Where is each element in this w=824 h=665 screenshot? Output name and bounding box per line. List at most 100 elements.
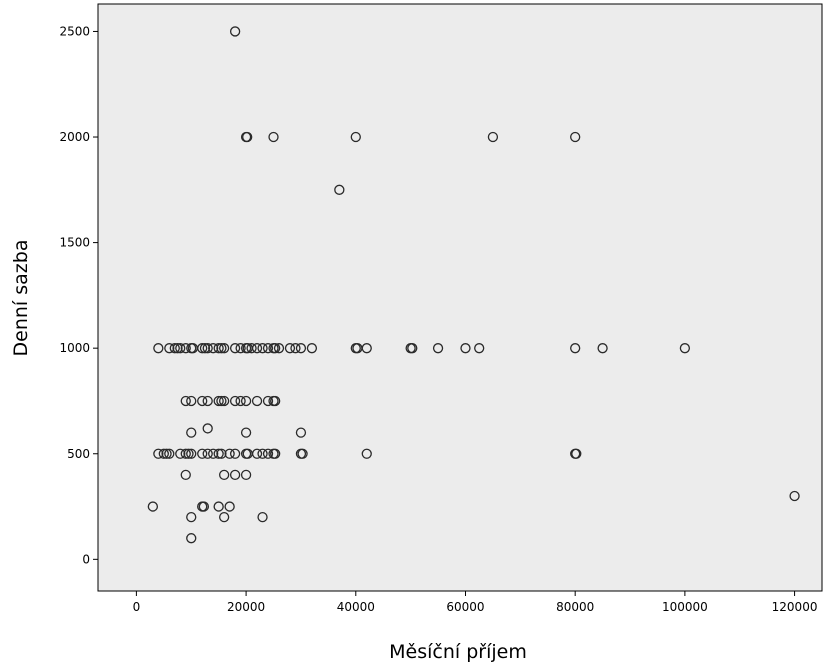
- data-point: [789, 490, 800, 502]
- data-point: [246, 343, 257, 354]
- data-point: [175, 448, 186, 459]
- y-axis-ticks: 0 500 1000 1500 2000 2500: [59, 24, 98, 566]
- data-point: [487, 131, 499, 143]
- data-point: [257, 448, 268, 459]
- y-tick-label: 2500: [59, 24, 90, 38]
- data-point: [180, 395, 191, 407]
- data-point: [213, 343, 224, 354]
- data-point: [571, 448, 582, 459]
- data-point: [224, 448, 235, 459]
- x-tick-label: 80000: [556, 600, 594, 614]
- data-point: [202, 423, 213, 434]
- y-tick-label: 2000: [59, 130, 90, 144]
- data-point: [202, 395, 213, 407]
- data-point: [297, 448, 308, 459]
- x-tick-label: 120000: [772, 600, 818, 614]
- y-tick-label: 1500: [59, 236, 90, 250]
- data-point: [284, 343, 296, 354]
- data-point: [229, 343, 241, 354]
- data-point: [432, 343, 444, 354]
- data-point: [180, 469, 191, 481]
- data-point: [295, 427, 307, 438]
- x-tick-label: 0: [133, 600, 141, 614]
- data-point: [251, 343, 263, 354]
- data-point: [262, 395, 274, 407]
- data-point: [197, 343, 208, 354]
- data-point: [186, 395, 197, 407]
- x-axis-ticks: 0 20000 40000 60000 80000 100000 120000: [133, 591, 818, 614]
- data-point: [229, 448, 241, 459]
- x-tick-label: 60000: [446, 600, 484, 614]
- data-point: [219, 511, 230, 523]
- x-tick-label: 40000: [337, 600, 375, 614]
- data-point: [180, 343, 191, 354]
- y-tick-label: 500: [67, 447, 90, 461]
- data-point: [197, 395, 208, 407]
- data-point: [186, 533, 197, 544]
- data-point: [186, 448, 197, 459]
- data-point: [216, 395, 227, 407]
- data-point: [219, 469, 230, 481]
- data-point: [235, 395, 246, 407]
- data-point: [158, 448, 169, 459]
- data-point: [172, 343, 183, 354]
- data-point: [183, 448, 194, 459]
- data-point: [240, 427, 252, 438]
- data-point: [202, 448, 213, 459]
- data-point: [153, 448, 164, 459]
- y-axis-title: Denní sazba: [10, 240, 32, 357]
- data-point: [164, 343, 175, 354]
- plot-background: [98, 4, 822, 591]
- data-point: [186, 511, 197, 523]
- data-point: [147, 501, 158, 512]
- data-point: [290, 343, 301, 354]
- plot-frame: [97, 3, 823, 592]
- y-tick-label: 0: [82, 552, 90, 566]
- data-point: [198, 501, 210, 512]
- data-point: [257, 511, 268, 523]
- data-point: [229, 26, 241, 37]
- data-point: [199, 343, 211, 354]
- data-point: [295, 343, 307, 354]
- data-point: [213, 501, 224, 512]
- data-point: [180, 448, 191, 459]
- data-point: [213, 395, 224, 407]
- data-point: [273, 343, 285, 354]
- data-point: [407, 343, 418, 354]
- data-point: [361, 343, 372, 354]
- data-point: [268, 131, 279, 143]
- data-point: [216, 448, 227, 459]
- data-point: [216, 343, 227, 354]
- data-point: [202, 343, 213, 354]
- x-axis-title: Měsíční příjem: [389, 641, 527, 663]
- data-point: [229, 469, 241, 481]
- data-point: [219, 395, 230, 407]
- data-point: [270, 395, 281, 407]
- data-point: [161, 448, 172, 459]
- data-point: [306, 343, 318, 354]
- data-point: [474, 343, 485, 354]
- data-point: [262, 448, 274, 459]
- x-tick-label: 100000: [662, 600, 708, 614]
- data-point: [251, 448, 263, 459]
- data-point: [270, 343, 281, 354]
- data-point: [242, 131, 253, 143]
- data-point: [361, 448, 372, 459]
- data-point: [229, 395, 241, 407]
- data-point: [186, 427, 197, 438]
- data-point: [169, 343, 180, 354]
- data-point: [213, 448, 224, 459]
- x-tick-label: 20000: [227, 600, 265, 614]
- data-point: [164, 448, 175, 459]
- data-point: [175, 343, 186, 354]
- data-point: [197, 448, 208, 459]
- data-point: [597, 343, 608, 354]
- data-point: [350, 131, 361, 143]
- data-point: [208, 343, 219, 354]
- data-point: [224, 501, 235, 512]
- data-point: [153, 343, 164, 354]
- data-point: [570, 343, 581, 354]
- data-point: [570, 131, 581, 143]
- data-point: [219, 343, 230, 354]
